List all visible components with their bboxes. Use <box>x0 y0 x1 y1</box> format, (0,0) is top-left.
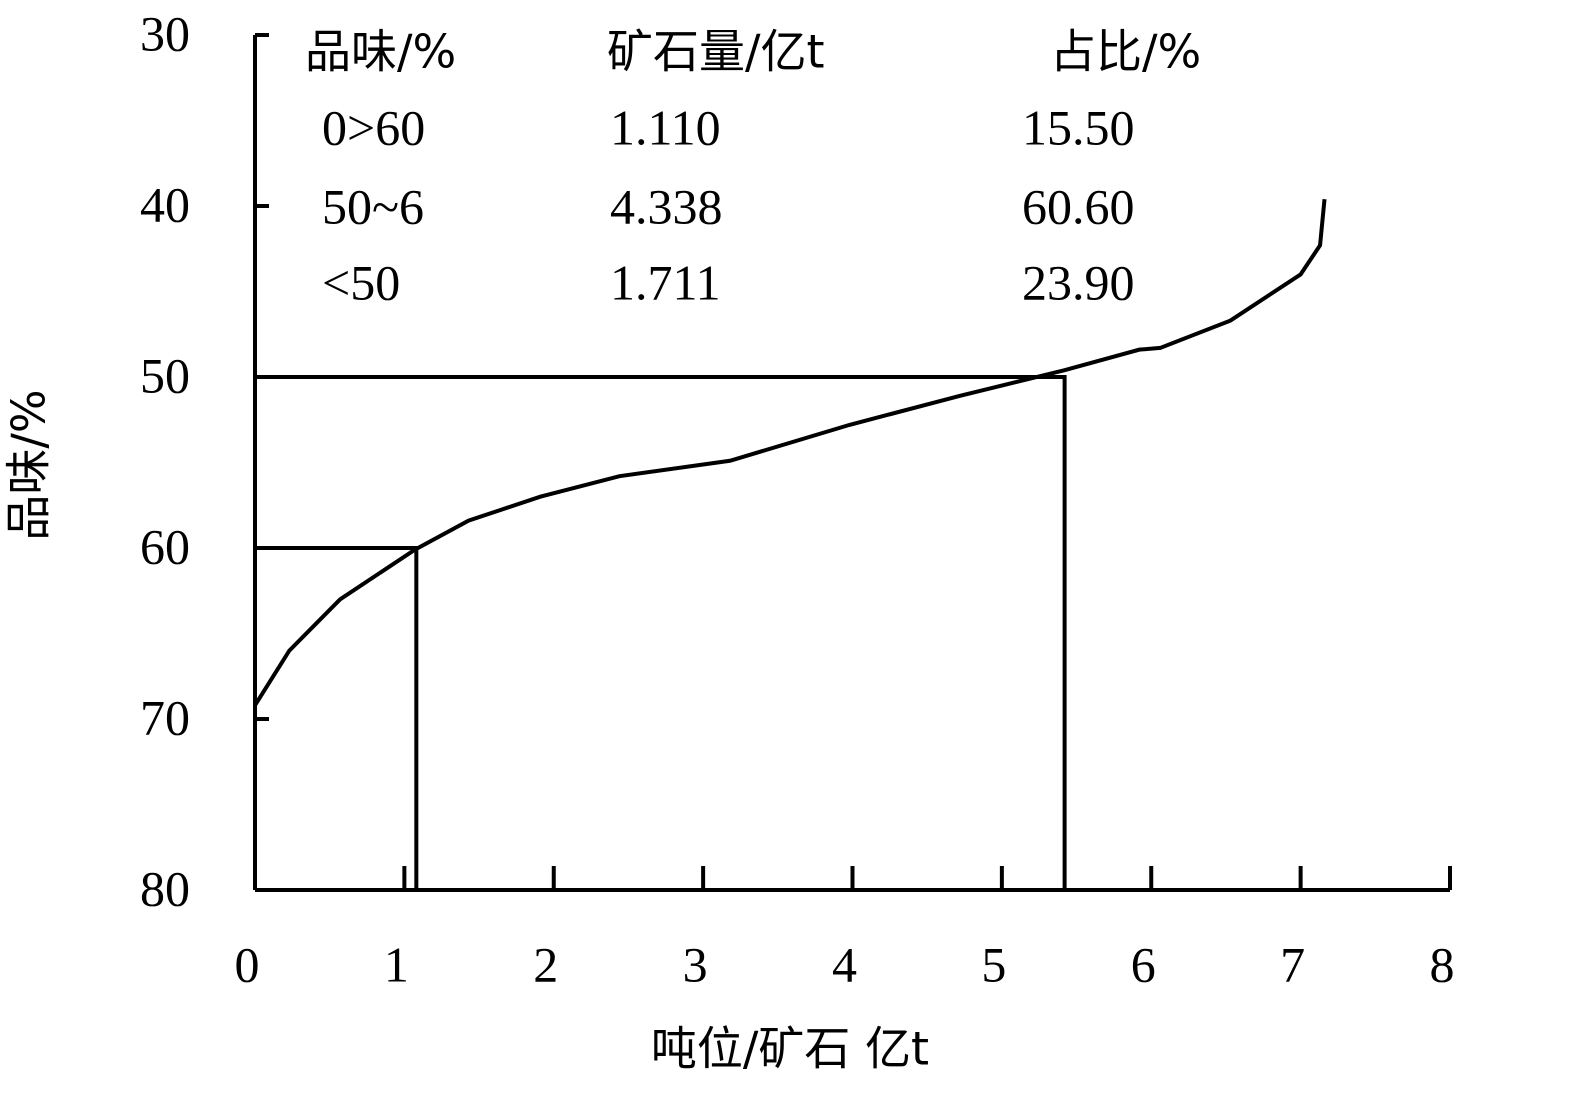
x-tick-label: 2 <box>533 936 558 992</box>
table-header: 占比/% <box>1050 25 1201 79</box>
y-axis-label: 品味/% <box>2 389 56 540</box>
table-cell: 60.60 <box>1022 178 1135 234</box>
table-cell: 0>60 <box>322 99 425 155</box>
y-tick-label: 30 <box>140 5 190 61</box>
table-cell: 1.711 <box>610 254 721 310</box>
reference-line <box>255 546 419 890</box>
x-tick-label: 5 <box>981 936 1006 992</box>
y-tick-label: 70 <box>140 689 190 745</box>
table-cell: <50 <box>322 254 400 310</box>
table-cell: 4.338 <box>610 178 723 234</box>
reference-line <box>255 375 1067 890</box>
x-axis-label: 吨位/矿石 亿t <box>651 1022 929 1076</box>
table-cell: 1.110 <box>610 99 721 155</box>
y-tick-label: 40 <box>140 176 190 232</box>
table-cell: 50~6 <box>322 178 424 234</box>
data-line <box>253 198 1327 707</box>
table-cell: 23.90 <box>1022 254 1135 310</box>
x-tick-label: 6 <box>1131 936 1156 992</box>
y-tick-label: 80 <box>140 860 190 916</box>
y-tick-label: 60 <box>140 518 190 574</box>
table-header: 矿石量/亿t <box>607 25 825 79</box>
table-cell: 15.50 <box>1022 99 1135 155</box>
y-tick-label: 50 <box>140 347 190 403</box>
x-tick-label: 7 <box>1280 936 1305 992</box>
x-tick-label: 3 <box>683 936 708 992</box>
x-tick-label: 4 <box>832 936 857 992</box>
x-tick-label: 8 <box>1430 936 1455 992</box>
table-header: 品味/% <box>305 25 456 79</box>
x-tick-label: 0 <box>235 936 260 992</box>
x-tick-label: 1 <box>384 936 409 992</box>
